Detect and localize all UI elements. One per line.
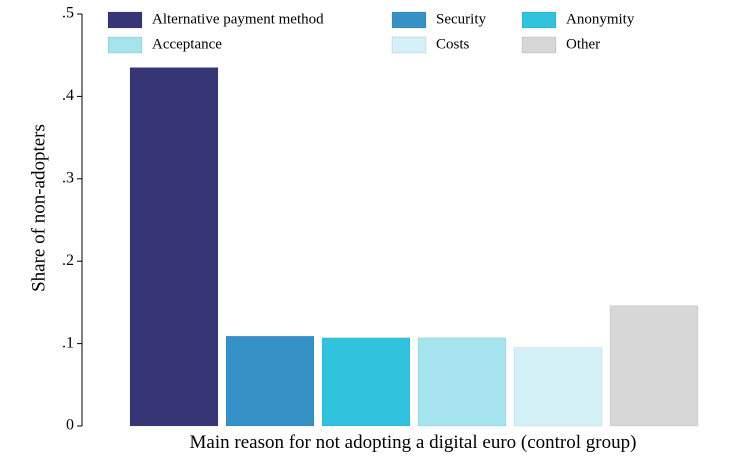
legend-label: Acceptance [152,36,222,52]
legend-swatch [107,36,143,54]
y-ticks: 0 .1 .2 .3 .4 .5 [62,5,82,434]
bar-acceptance [417,337,507,427]
y-tick-label: .2 [62,252,74,269]
y-axis-title: Share of non-adopters [28,124,49,292]
bar-costs [513,347,603,427]
legend-swatch [521,36,557,54]
legend-label: Costs [436,36,470,52]
y-tick-label: .1 [62,334,74,351]
y-tick-label: .4 [62,87,74,104]
y-tick-label: .3 [62,169,74,186]
legend-swatch [107,11,143,29]
y-tick-label: 0 [66,417,74,434]
legend-swatch [391,11,427,29]
legend-label: Security [436,11,486,27]
legend-swatch [521,11,557,29]
bar-alternative-payment-method [129,67,219,427]
legend-label: Other [566,36,600,52]
legend: Alternative payment method Security Anonym… [107,11,635,54]
bar-security [225,335,315,427]
bar-anonymity [321,337,411,427]
legend-label: Alternative payment method [152,11,324,27]
bar-other [609,305,699,427]
legend-label: Anonymity [566,11,635,27]
x-axis-title: Main reason for not adopting a digital e… [190,432,637,453]
legend-swatch [391,36,427,54]
y-tick-label: .5 [62,5,74,22]
bars [129,67,699,427]
